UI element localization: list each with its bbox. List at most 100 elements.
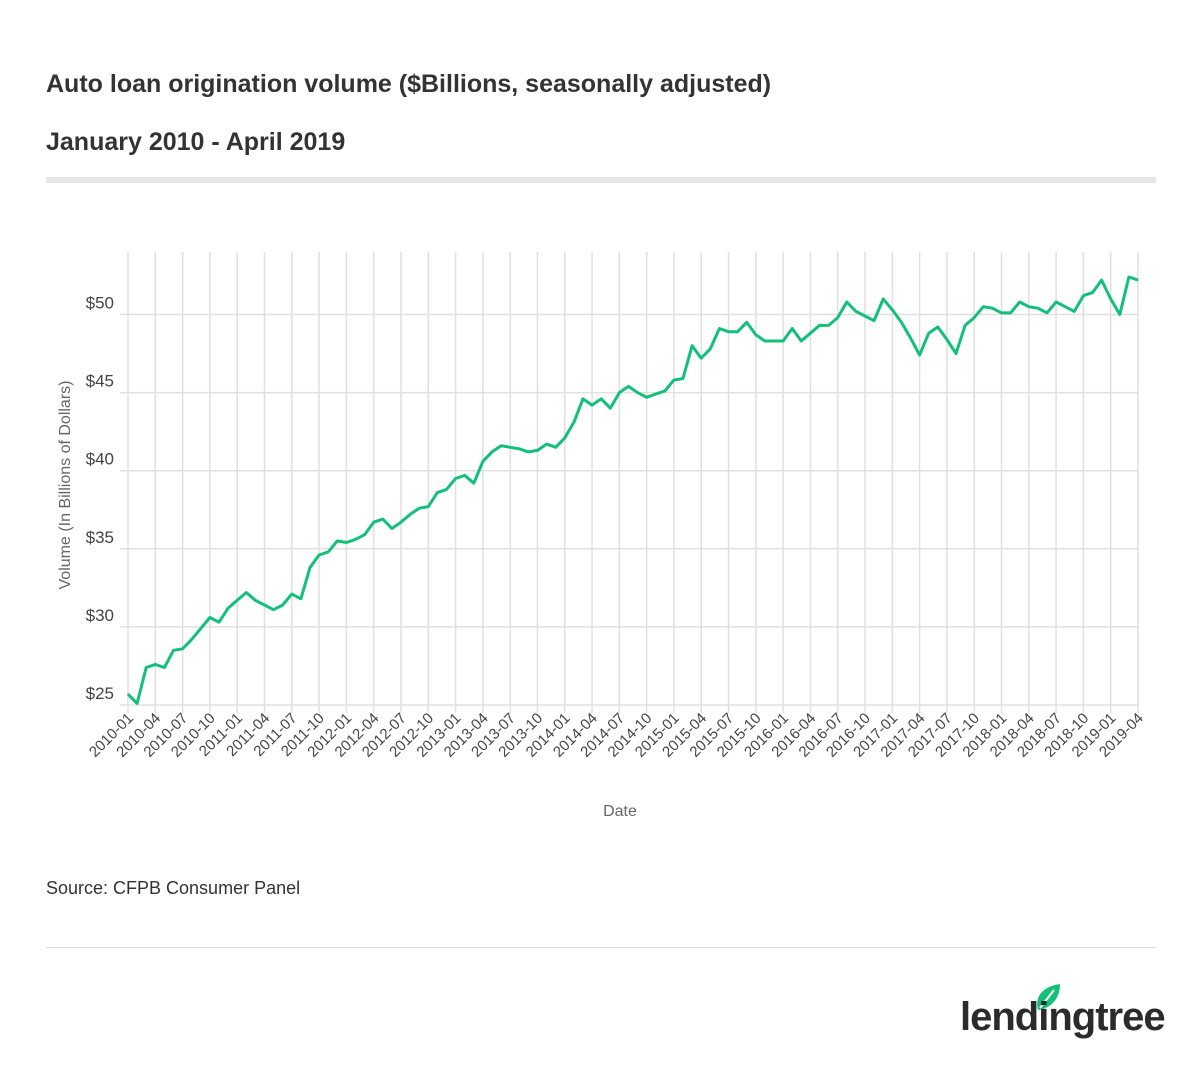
- data-point: [1119, 313, 1121, 315]
- y-tick-label: $40: [86, 450, 114, 469]
- data-point: [491, 451, 493, 453]
- data-point: [846, 301, 848, 303]
- lendingtree-leaf-icon: [1037, 984, 1060, 1010]
- data-point: [482, 460, 484, 462]
- data-point: [364, 534, 366, 536]
- data-point: [227, 607, 229, 609]
- footer-divider: [46, 947, 1156, 948]
- data-point: [864, 315, 866, 317]
- data-point: [718, 328, 720, 330]
- data-point: [891, 309, 893, 311]
- data-point: [627, 385, 629, 387]
- data-point: [254, 599, 256, 601]
- data-point: [391, 527, 393, 529]
- data-point: [354, 538, 356, 540]
- data-point: [928, 332, 930, 334]
- data-point: [746, 321, 748, 323]
- data-point: [418, 507, 420, 509]
- series-line-volume: [126, 275, 1139, 705]
- data-point: [500, 445, 502, 447]
- data-point: [245, 592, 247, 594]
- data-point: [318, 554, 320, 556]
- data-point: [837, 317, 839, 319]
- data-point: [618, 392, 620, 394]
- data-point: [755, 334, 757, 336]
- header-divider: [46, 177, 1156, 183]
- data-point: [991, 307, 993, 309]
- data-point: [1073, 310, 1075, 312]
- source-note: Source: CFPB Consumer Panel: [46, 878, 301, 898]
- y-axis-label: Volume (In Billions of Dollars): [57, 381, 74, 590]
- data-point: [546, 443, 548, 445]
- data-point: [773, 340, 775, 342]
- data-point: [154, 663, 156, 665]
- data-point: [373, 521, 375, 523]
- data-point: [982, 306, 984, 308]
- data-point: [782, 340, 784, 342]
- data-point: [536, 449, 538, 451]
- line-chart: $25 $30 $35 $40 $45 $50 2010-012010-042010-07…: [57, 252, 1147, 820]
- data-point: [582, 398, 584, 400]
- data-point: [728, 331, 730, 333]
- data-point: [518, 448, 520, 450]
- data-point: [427, 506, 429, 508]
- data-point: [473, 482, 475, 484]
- data-point: [336, 540, 338, 542]
- lendingtree-logo: lendingtree: [960, 995, 1166, 1039]
- data-point: [1055, 301, 1057, 303]
- data-point: [819, 324, 821, 326]
- data-point: [145, 667, 147, 669]
- data-point: [300, 598, 302, 600]
- data-point: [964, 324, 966, 326]
- data-point: [455, 478, 457, 479]
- data-point: [573, 421, 575, 423]
- data-point: [1092, 292, 1094, 294]
- data-point: [1028, 306, 1030, 308]
- data-point: [409, 513, 411, 515]
- data-point: [791, 328, 793, 330]
- data-point: [855, 310, 857, 312]
- data-point: [910, 337, 912, 339]
- data-point: [609, 407, 611, 409]
- data-point: [682, 378, 684, 380]
- data-point: [1001, 312, 1003, 314]
- data-point: [345, 542, 347, 544]
- data-point: [700, 357, 702, 359]
- data-point: [527, 451, 529, 453]
- data-point: [1110, 298, 1112, 300]
- data-point: [655, 393, 657, 395]
- data-point: [382, 518, 384, 520]
- data-point: [282, 604, 284, 606]
- chart-title: Auto loan origination volume ($Billions,…: [46, 70, 772, 98]
- data-point: [919, 354, 921, 356]
- y-tick-label: $25: [86, 684, 114, 703]
- data-point: [709, 348, 711, 350]
- data-point: [828, 324, 830, 326]
- data-point: [509, 446, 511, 448]
- data-point: [191, 638, 193, 640]
- data-point: [1019, 301, 1021, 303]
- data-point: [800, 340, 802, 342]
- data-point: [1037, 307, 1039, 309]
- data-point: [263, 604, 265, 606]
- y-tick-label: $35: [86, 528, 114, 547]
- grid: [120, 252, 1139, 713]
- data-point: [809, 332, 811, 334]
- data-point: [1128, 276, 1130, 278]
- data-point: [591, 404, 593, 406]
- data-point: [764, 340, 766, 342]
- data-point: [1064, 306, 1066, 308]
- data-point: [691, 345, 693, 347]
- data-point: [182, 648, 184, 650]
- data-point: [1046, 312, 1048, 314]
- data-point: [737, 331, 739, 333]
- data-point: [327, 551, 329, 553]
- data-point: [236, 599, 238, 601]
- data-point: [445, 488, 447, 490]
- chart-subtitle: January 2010 - April 2019: [46, 128, 346, 156]
- x-ticks: 2010-012010-042010-072010-102011-012011-…: [86, 710, 1147, 761]
- data-point: [400, 521, 402, 523]
- data-points: [127, 276, 1139, 704]
- data-point: [973, 317, 975, 319]
